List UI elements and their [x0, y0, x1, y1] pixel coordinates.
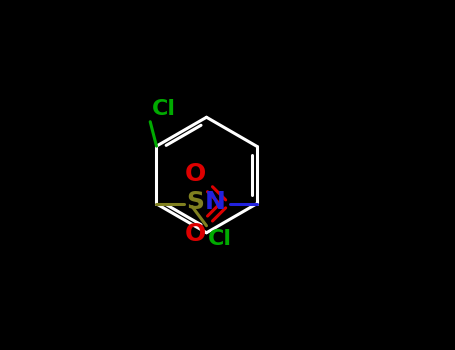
Text: O: O — [184, 222, 206, 246]
Text: Cl: Cl — [207, 229, 232, 248]
Text: N: N — [205, 190, 226, 214]
Text: Cl: Cl — [152, 99, 176, 119]
Text: O: O — [184, 162, 206, 186]
Text: S: S — [186, 190, 204, 214]
